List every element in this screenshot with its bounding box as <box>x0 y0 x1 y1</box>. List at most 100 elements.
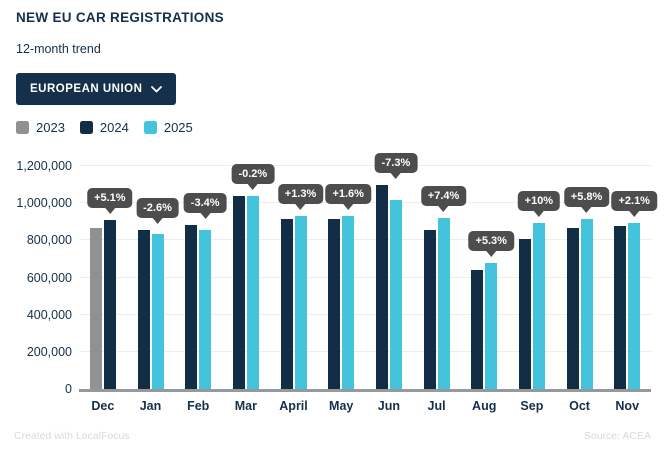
bar-pair <box>518 223 545 389</box>
gridline <box>79 350 651 352</box>
bar-2024-april[interactable] <box>280 218 293 389</box>
y-axis-tick: 1,200,000 <box>16 159 72 173</box>
bar-groups: +5.1% Dec -2.6% Jan -3.4% Feb -0.2% Mar +1.3% Apr… <box>79 152 657 413</box>
month-group-sep: +10% Sep <box>508 166 561 413</box>
y-axis-tick: 0 <box>65 382 72 396</box>
x-axis-label-sep: Sep <box>520 399 544 413</box>
bar-2025-nov[interactable] <box>628 222 641 389</box>
bar-pair <box>375 184 402 389</box>
x-axis-label-jun: Jun <box>377 399 400 413</box>
legend-item-2024[interactable]: 2024 <box>79 120 129 135</box>
bar-2024-nov[interactable] <box>614 226 627 389</box>
chart-legend: 2023 2024 2025 <box>16 120 193 135</box>
y-axis-tick: 200,000 <box>26 344 72 359</box>
gridline <box>79 165 651 166</box>
chevron-down-icon <box>151 85 163 92</box>
legend-label: 2024 <box>99 120 129 135</box>
bar-2024-dec[interactable] <box>103 219 116 389</box>
x-axis-label-may: May <box>329 399 354 413</box>
month-group-mar: -0.2% Mar <box>222 163 275 413</box>
x-axis-line <box>79 389 651 392</box>
yoy-change-badge-oct: +5.8% <box>563 186 610 207</box>
bar-pair <box>137 229 164 389</box>
page-title: NEW EU CAR REGISTRATIONS <box>16 10 224 25</box>
y-axis-tick: 400,000 <box>26 307 72 322</box>
bar-pair <box>471 263 498 389</box>
bar-2024-oct[interactable] <box>566 227 579 389</box>
gridline <box>79 239 651 241</box>
bar-pair <box>232 195 259 389</box>
bar-2024-may[interactable] <box>328 219 341 389</box>
month-group-feb: -3.4% Feb <box>174 166 227 413</box>
gridline <box>79 276 651 278</box>
bar-2025-aug[interactable] <box>485 263 498 389</box>
bar-pair <box>328 216 355 389</box>
month-group-jun: -7.3% Jun <box>365 152 418 413</box>
month-group-jul: +7.4% Jul <box>413 166 467 413</box>
plot-area: +5.1% Dec -2.6% Jan -3.4% Feb -0.2% Mar +1.3% Apr… <box>79 152 657 413</box>
legend-item-2025[interactable]: 2025 <box>143 120 193 135</box>
credit-text: Created with LocalFocus <box>14 430 130 442</box>
bar-2024-jan[interactable] <box>137 229 150 389</box>
bar-2025-jul[interactable] <box>437 218 450 389</box>
bar-pair <box>423 218 450 389</box>
source-text: Source: ACEA <box>583 430 651 442</box>
legend-swatch-icon <box>143 121 157 134</box>
x-axis-label-aug: Aug <box>472 399 497 413</box>
x-axis-label-feb: Feb <box>187 399 210 413</box>
bar-pair <box>89 219 116 389</box>
yoy-change-badge-jan: -2.6% <box>136 197 179 218</box>
x-axis-label-nov: Nov <box>615 399 640 413</box>
yoy-change-badge-dec: +5.1% <box>87 187 133 208</box>
bar-2024-aug[interactable] <box>471 269 484 389</box>
yoy-change-badge-sep: +10% <box>517 191 561 212</box>
x-axis-label-jul: Jul <box>427 399 446 413</box>
legend-item-2023[interactable]: 2023 <box>16 120 65 135</box>
month-group-may: +1.6% May <box>317 166 371 413</box>
bar-2025-oct[interactable] <box>580 218 593 389</box>
yoy-change-badge-jun: -7.3% <box>374 152 418 173</box>
bar-2024-sep[interactable] <box>518 238 531 389</box>
yoy-change-badge-jul: +7.4% <box>420 186 467 207</box>
bar-2024-jun[interactable] <box>375 184 388 389</box>
x-axis-label-mar: Mar <box>234 399 257 413</box>
yoy-change-badge-aug: +5.3% <box>468 231 514 252</box>
bar-pair <box>280 216 307 389</box>
bar-pair <box>566 218 593 389</box>
bar-2024-feb[interactable] <box>185 224 198 389</box>
y-axis-labels: 0 200,000 400,000 600,000 800,000 1,000,000 1,… <box>0 159 72 396</box>
legend-swatch-icon <box>79 121 93 134</box>
yoy-change-badge-feb: -3.4% <box>183 192 227 213</box>
y-axis-tick: 600,000 <box>26 270 72 285</box>
gridline <box>79 313 651 315</box>
legend-label: 2023 <box>36 120 65 135</box>
region-dropdown[interactable]: EUROPEAN UNION <box>16 73 177 105</box>
bar-2024-jul[interactable] <box>423 230 436 389</box>
bar-pair <box>185 224 212 389</box>
month-group-oct: +5.8% Oct <box>556 166 610 413</box>
bar-2025-feb[interactable] <box>199 230 212 389</box>
legend-swatch-icon <box>16 121 29 134</box>
bar-2024-mar[interactable] <box>232 195 245 389</box>
bar-2025-april[interactable] <box>294 216 307 389</box>
y-axis-tick: 1,000,000 <box>16 196 72 211</box>
bar-2025-may[interactable] <box>342 216 355 389</box>
x-axis-label-oct: Oct <box>569 399 590 413</box>
month-group-april: +1.3% April <box>270 166 324 413</box>
month-group-nov: +2.1% Nov <box>603 166 657 413</box>
yoy-change-badge-nov: +2.1% <box>611 190 657 211</box>
bar-2025-mar[interactable] <box>246 196 259 389</box>
bar-2023-dec[interactable] <box>89 228 102 389</box>
yoy-change-badge-may: +1.6% <box>325 184 371 205</box>
bar-2025-sep[interactable] <box>532 223 545 389</box>
month-group-jan: -2.6% Jan <box>127 166 179 413</box>
month-group-aug: +5.3% Aug <box>460 166 514 413</box>
bar-pair <box>614 222 641 389</box>
x-axis-label-april: April <box>279 399 308 413</box>
region-dropdown-label: EUROPEAN UNION <box>30 83 143 95</box>
month-group-dec: +5.1% Dec <box>79 166 133 413</box>
yoy-change-badge-mar: -0.2% <box>231 163 275 184</box>
bar-2025-jun[interactable] <box>389 199 402 389</box>
bar-2025-jan[interactable] <box>151 234 164 389</box>
